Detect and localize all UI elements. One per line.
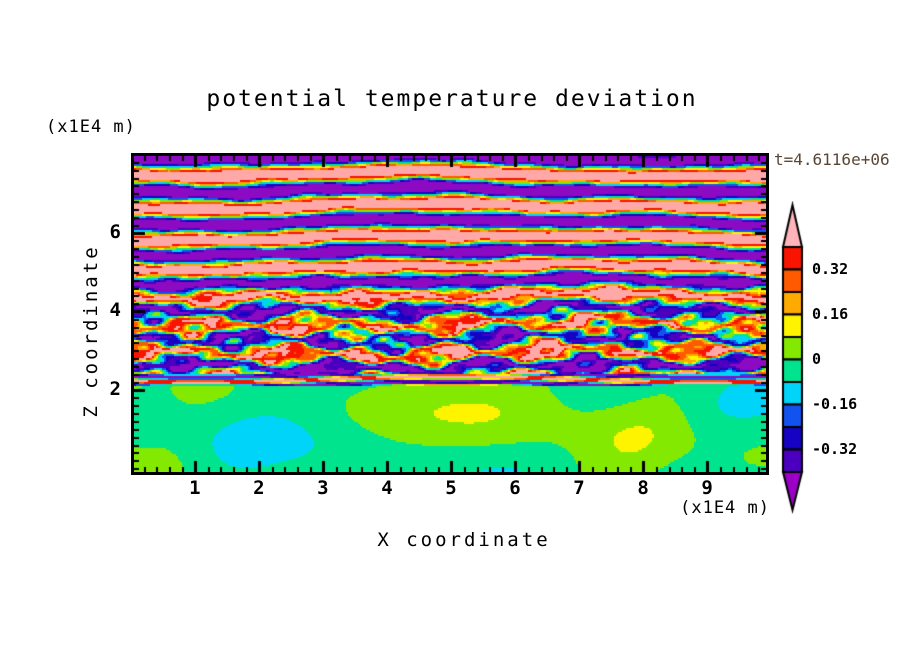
y-tick-label: 6: [109, 220, 121, 243]
x-tick-label: 9: [701, 477, 713, 499]
contour-plot: [131, 153, 769, 475]
colorbar: [779, 201, 807, 517]
x-tick-label: 8: [637, 477, 649, 499]
colorbar-tick-label: -0.32: [812, 439, 858, 458]
colorbar-tick-label: 0.16: [812, 304, 849, 323]
x-tick-label: 3: [317, 477, 329, 499]
colorbar-tick-label: 0: [812, 349, 822, 368]
colorbar-tick-label: -0.16: [812, 394, 858, 413]
x-tick-label: 5: [445, 477, 457, 499]
x-tick-label: 1: [189, 477, 201, 499]
x-tick-label: 7: [573, 477, 585, 499]
z-axis-unit-label: (x1E4 m): [46, 117, 136, 137]
x-tick-label: 2: [253, 477, 265, 499]
colorbar-tick-label: 0.32: [812, 259, 849, 278]
x-axis-title: X coordinate: [377, 529, 551, 551]
x-axis-unit-label: (x1E4 m): [680, 498, 770, 518]
y-tick-label: 2: [109, 377, 121, 400]
time-annotation: t=4.6116e+06: [774, 150, 890, 169]
x-tick-label: 6: [509, 477, 521, 499]
chart-title: potential temperature deviation: [206, 86, 698, 112]
x-tick-label: 4: [381, 477, 393, 499]
y-tick-label: 4: [109, 299, 121, 322]
